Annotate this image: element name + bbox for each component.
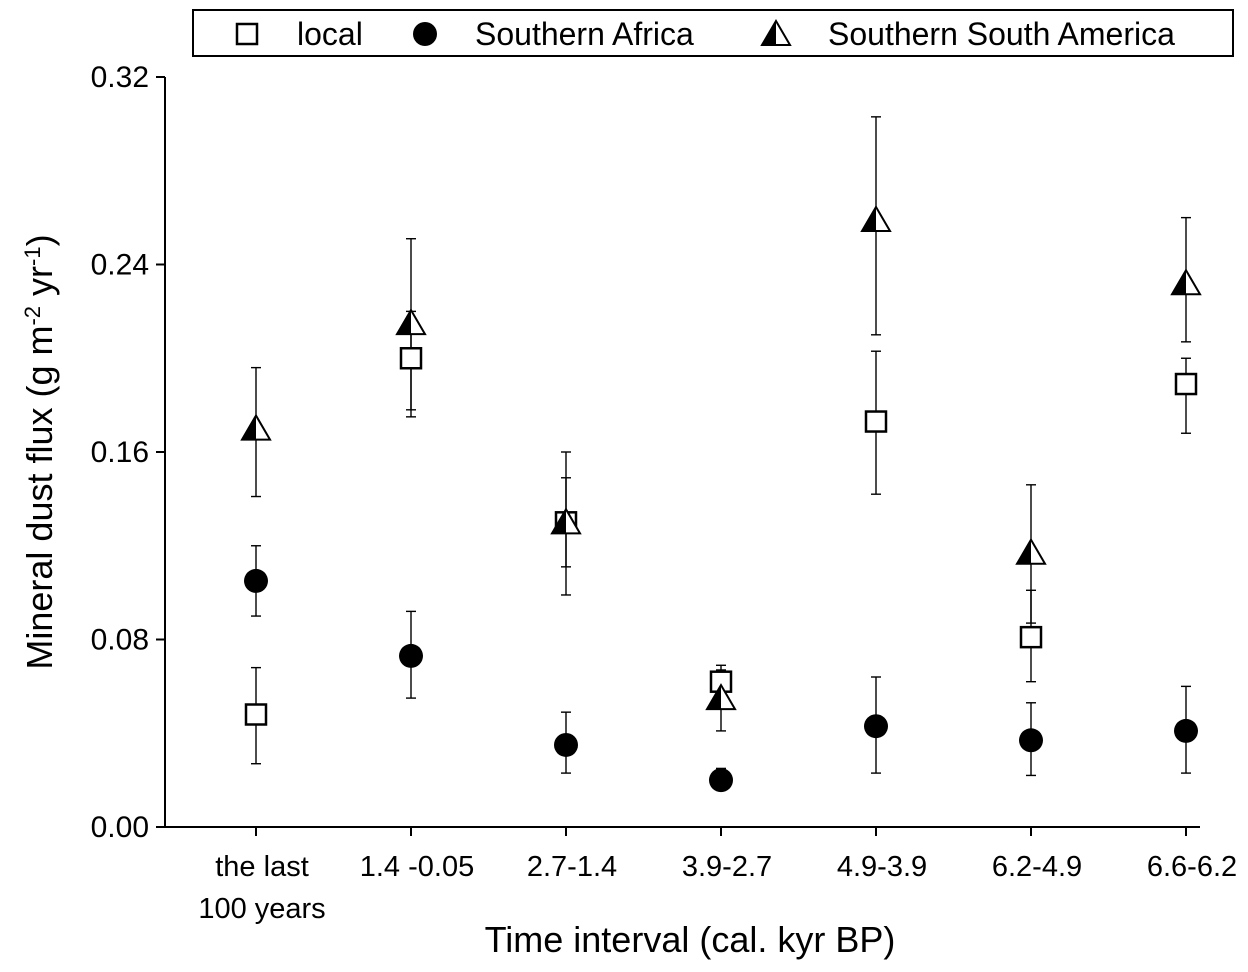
data-point-local <box>399 347 423 370</box>
data-point-southern-africa <box>554 732 578 757</box>
legend: local Southern Africa Southern South Ameri… <box>192 9 1234 57</box>
data-markers <box>240 204 1202 793</box>
y-axis-title-part: ) <box>19 234 60 246</box>
y-axis-title: Mineral dust flux (g m-2 yr-1) <box>19 234 60 669</box>
data-point-southern-africa <box>244 568 268 593</box>
x-tick-label: 1.4 -0.05 <box>360 851 474 883</box>
data-point-southern-africa <box>709 768 733 793</box>
y-axis-title-part: Mineral dust flux (g m <box>19 326 60 670</box>
x-tick-label: 6.6-6.2 <box>1147 851 1237 883</box>
data-point-southern-africa <box>1174 718 1198 743</box>
data-point-southern-south-america <box>395 308 427 336</box>
data-point-southern-south-america <box>240 413 272 441</box>
legend-label-southern-africa: Southern Africa <box>475 16 694 52</box>
y-axis-title-part: yr <box>19 266 60 306</box>
data-point-southern-africa <box>864 714 888 739</box>
x-tick-label: the last <box>215 851 309 883</box>
data-point-local <box>864 410 888 433</box>
data-point-local <box>1174 372 1198 396</box>
x-axis-ticks: the last 100 years 1.4 -0.05 2.7-1.4 3.9-2.7… <box>198 827 1237 925</box>
legend-label-local: local <box>297 16 363 52</box>
y-tick-label: 0.16 <box>91 436 149 469</box>
y-axis-title-superscript: -2 <box>20 306 45 326</box>
data-point-local <box>1019 625 1043 649</box>
y-axis-title-superscript: -1 <box>20 246 45 266</box>
data-point-southern-south-america <box>860 204 892 232</box>
legend-marker-southern-south-america <box>760 19 792 46</box>
data-point-southern-south-america <box>550 507 582 535</box>
y-axis-ticks: 0.00 0.08 0.16 0.24 0.32 <box>91 61 165 844</box>
x-tick-label: 6.2-4.9 <box>992 851 1082 883</box>
x-tick-label: 2.7-1.4 <box>527 851 617 883</box>
y-tick-label: 0.24 <box>91 249 149 282</box>
x-tick-label: 3.9-2.7 <box>682 851 772 883</box>
data-point-southern-south-america <box>705 683 737 711</box>
legend-marker-southern-africa <box>413 22 437 46</box>
y-tick-label: 0.32 <box>91 61 149 94</box>
y-tick-label: 0.08 <box>91 624 149 657</box>
y-tick-label: 0.00 <box>91 811 149 844</box>
data-point-southern-south-america <box>1015 537 1047 565</box>
data-point-southern-south-america <box>1170 268 1202 296</box>
legend-box <box>192 9 1234 57</box>
data-point-southern-africa <box>399 643 423 668</box>
legend-marker-local <box>235 22 259 46</box>
plot-area: 0.00 0.08 0.16 0.24 0.32 the last 100 years 1.… <box>91 61 1238 925</box>
axes <box>164 77 1200 828</box>
x-tick-label: 100 years <box>198 893 325 925</box>
x-axis-title: Time interval (cal. kyr BP) <box>485 919 896 960</box>
data-point-southern-africa <box>1019 728 1043 753</box>
x-tick-label: 4.9-3.9 <box>837 851 927 883</box>
legend-label-southern-south-america: Southern South America <box>828 16 1175 52</box>
data-point-local <box>244 703 268 726</box>
